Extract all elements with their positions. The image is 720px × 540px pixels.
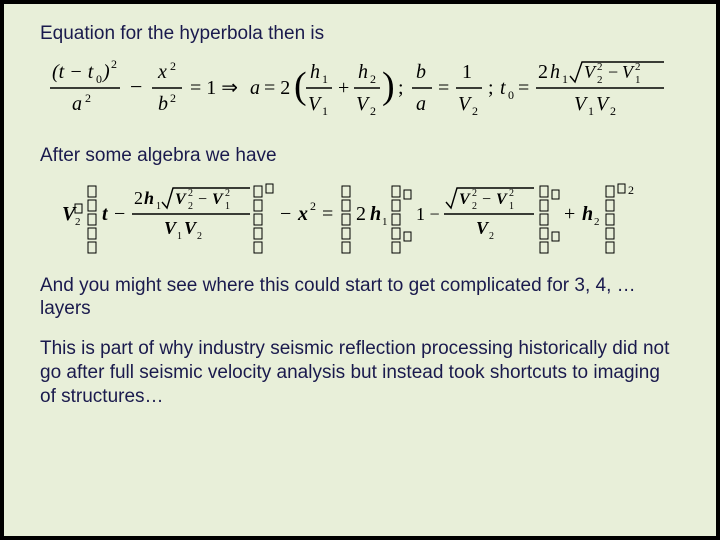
svg-text:1: 1 [225,201,230,212]
svg-text:V: V [496,191,508,208]
svg-text:2: 2 [134,188,143,208]
svg-text:= 1 ⇒: = 1 ⇒ [190,77,238,99]
svg-text:1 −: 1 − [416,204,440,224]
equation-2-garbled: V 2 t − 2 h 1 V 2 2 − V [40,178,680,256]
svg-text:2: 2 [197,231,202,242]
svg-text:+: + [564,203,575,225]
paragraph-2: After some algebra we have [40,144,680,168]
svg-text:b: b [158,93,168,115]
svg-text:2: 2 [170,91,176,105]
svg-text:V: V [212,191,224,208]
svg-text:t: t [102,203,109,225]
svg-text:2: 2 [310,199,316,213]
svg-text:2: 2 [489,231,494,242]
svg-text:h: h [144,188,154,208]
svg-text:2: 2 [356,203,366,225]
svg-text:V: V [596,93,611,115]
svg-text:(: ( [294,65,307,107]
svg-text:0: 0 [508,88,514,102]
svg-text:2: 2 [635,61,641,73]
svg-text:2: 2 [85,91,91,105]
svg-text:= 2: = 2 [264,77,290,99]
svg-text:V: V [308,93,323,115]
svg-text:1: 1 [509,201,514,212]
svg-text:1: 1 [562,72,568,86]
slide-body: Equation for the hyperbola then is (t − … [4,4,716,536]
svg-text:2: 2 [472,201,477,212]
svg-text:2: 2 [111,57,117,71]
svg-text:V: V [459,191,471,208]
svg-text:2: 2 [370,72,376,86]
svg-text:1: 1 [462,61,472,83]
svg-text:): ) [102,61,110,83]
paragraph-1: Equation for the hyperbola then is [40,22,680,46]
svg-text:h: h [370,203,381,225]
svg-text:V: V [622,62,635,82]
svg-text:2: 2 [509,188,514,199]
svg-text:1: 1 [588,104,594,118]
svg-text:a: a [416,93,426,115]
svg-text:1: 1 [635,74,641,86]
svg-text:−: − [608,62,618,82]
svg-text:2: 2 [472,188,477,199]
svg-text:1: 1 [322,72,328,86]
svg-text:2: 2 [594,216,600,228]
svg-text:): ) [382,65,395,107]
svg-text:2: 2 [472,104,478,118]
svg-text:2: 2 [370,104,376,118]
svg-text:V: V [175,191,187,208]
svg-text:2: 2 [225,188,230,199]
svg-text:V: V [458,93,473,115]
svg-text:V: V [584,62,597,82]
svg-text:(t − t: (t − t [52,61,94,83]
svg-text:V: V [574,93,589,115]
svg-text:2: 2 [597,74,603,86]
eq2-svg: V 2 t − 2 h 1 V 2 2 − V [40,178,680,256]
svg-text:1: 1 [382,216,388,228]
svg-text:=: = [322,203,333,225]
svg-text:V: V [184,218,198,238]
svg-text:2: 2 [75,216,81,228]
svg-text:b: b [416,61,426,83]
svg-text:2: 2 [188,201,193,212]
svg-text:h: h [550,61,560,83]
svg-text:x: x [297,203,308,225]
svg-text:1: 1 [322,104,328,118]
svg-text:=: = [438,77,449,99]
svg-text:0: 0 [96,72,102,86]
svg-text:−: − [482,191,491,208]
svg-text:;: ; [488,77,494,99]
svg-text:h: h [310,61,320,83]
svg-text:V: V [164,218,178,238]
svg-text:x: x [157,61,167,83]
svg-text:1: 1 [177,231,182,242]
svg-text:a: a [250,77,260,99]
svg-text:2: 2 [188,188,193,199]
svg-text:2: 2 [170,59,176,73]
svg-text:h: h [582,203,593,225]
eq1-svg: (t − t 0 ) 2 a 2 − x 2 b 2 = 1 ⇒ a = 2 ( [40,56,680,126]
svg-text:;: ; [398,77,404,99]
paragraph-4: This is part of why industry seismic ref… [40,337,680,408]
svg-text:−: − [280,203,291,225]
svg-text:2: 2 [597,61,603,73]
svg-text:1: 1 [156,201,161,212]
svg-text:V: V [356,93,371,115]
paragraph-3: And you might see where this could start… [40,274,680,322]
svg-text:2: 2 [538,61,548,83]
svg-text:t: t [500,77,506,99]
svg-text:a: a [72,93,82,115]
svg-text:2: 2 [610,104,616,118]
svg-text:V: V [476,218,490,238]
equation-1: (t − t 0 ) 2 a 2 − x 2 b 2 = 1 ⇒ a = 2 ( [40,56,680,126]
svg-text:−: − [198,191,207,208]
svg-text:−: − [114,203,125,225]
svg-text:h: h [358,61,368,83]
svg-text:=: = [518,77,529,99]
svg-text:−: − [130,74,142,99]
svg-text:+: + [338,77,349,99]
svg-text:2: 2 [628,183,634,197]
